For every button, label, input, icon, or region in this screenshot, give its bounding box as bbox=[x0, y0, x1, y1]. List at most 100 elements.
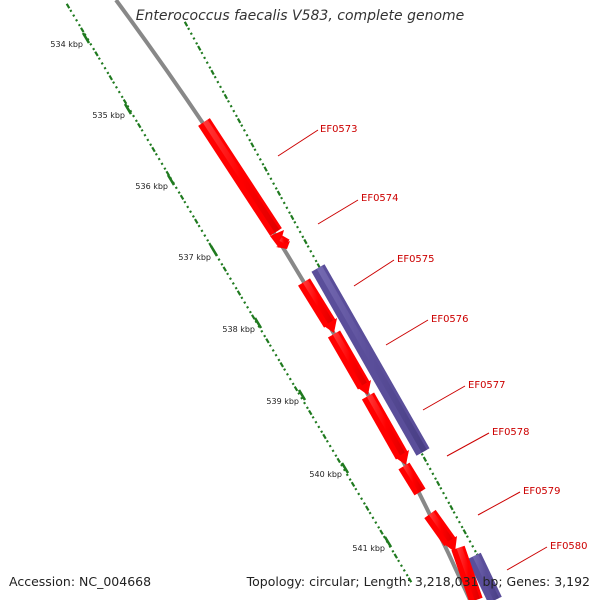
tick-mark bbox=[263, 166, 268, 172]
tick-mark bbox=[306, 245, 310, 248]
tick-mark bbox=[191, 215, 195, 218]
tick-mark bbox=[391, 549, 395, 553]
tick-mark bbox=[203, 56, 207, 60]
tick-mark bbox=[371, 516, 375, 520]
tick-mark bbox=[331, 449, 335, 453]
tick-mark bbox=[320, 430, 324, 434]
tick-mark bbox=[293, 220, 297, 224]
gene-label-ef0578: EF0578 bbox=[492, 427, 530, 438]
tick-mark bbox=[219, 85, 222, 89]
tick-mark bbox=[272, 182, 276, 186]
gene-label-ef0576: EF0576 bbox=[431, 314, 469, 325]
major-tick bbox=[166, 174, 176, 186]
tick-mark bbox=[72, 14, 76, 17]
gene-bar-ef0573-shade bbox=[202, 119, 280, 233]
tick-mark bbox=[65, 3, 71, 9]
tick-mark bbox=[163, 167, 167, 171]
tick-mark bbox=[405, 573, 409, 577]
tick-mark bbox=[309, 249, 313, 253]
tick-mark bbox=[143, 133, 147, 137]
tick-mark bbox=[449, 504, 454, 511]
tick-mark bbox=[234, 286, 238, 290]
tick-mark bbox=[160, 162, 164, 166]
tick-mark bbox=[231, 282, 235, 285]
tick-mark bbox=[268, 344, 272, 348]
tick-mark bbox=[200, 51, 204, 55]
tick-mark bbox=[285, 206, 289, 210]
tick-mark bbox=[291, 382, 295, 386]
tick-mark bbox=[69, 9, 73, 13]
tick-mark bbox=[210, 69, 215, 76]
tick-mark bbox=[240, 124, 244, 127]
tick-mark bbox=[407, 577, 413, 583]
gene-label-ef0574: EF0574 bbox=[361, 193, 399, 204]
tick-mark bbox=[243, 301, 247, 304]
gene-arrowhead-ef0578 bbox=[396, 450, 409, 465]
tick-mark bbox=[195, 41, 199, 45]
tick-mark bbox=[280, 196, 284, 200]
tick-mark bbox=[250, 142, 255, 148]
gene-label-ef0579: EF0579 bbox=[523, 486, 561, 497]
tick-mark bbox=[187, 27, 191, 31]
tick-mark bbox=[460, 525, 464, 529]
tick-mark bbox=[177, 191, 181, 194]
tick-mark bbox=[357, 492, 361, 496]
tick-mark bbox=[112, 81, 116, 84]
gene-features bbox=[198, 118, 502, 600]
tick-mark bbox=[322, 433, 327, 440]
tick-mark bbox=[149, 143, 153, 147]
label-leader-line bbox=[277, 129, 319, 157]
label-leader-line bbox=[506, 546, 548, 571]
major-tick bbox=[383, 536, 393, 548]
tick-mark bbox=[251, 314, 256, 320]
tick-mark bbox=[465, 535, 469, 539]
tick-mark bbox=[240, 296, 244, 300]
tick-mark bbox=[336, 457, 341, 464]
tick-mark bbox=[222, 266, 227, 272]
tick-mark bbox=[447, 501, 451, 505]
tick-mark bbox=[220, 262, 224, 266]
tick-mark bbox=[428, 467, 432, 471]
gene-label-ef0575: EF0575 bbox=[397, 254, 435, 265]
tick-mark bbox=[236, 118, 242, 124]
major-tick bbox=[209, 245, 219, 257]
tick-mark bbox=[261, 162, 265, 166]
tick-mark bbox=[300, 396, 304, 400]
tick-mark bbox=[377, 525, 381, 529]
gene-label-ef0573: EF0573 bbox=[320, 124, 358, 135]
major-tick bbox=[340, 462, 350, 474]
gene-label-ef0580: EF0580 bbox=[550, 541, 588, 552]
map-title: Enterococcus faecalis V583, complete gen… bbox=[135, 8, 465, 24]
tick-mark bbox=[276, 190, 282, 196]
tick-mark bbox=[174, 186, 178, 190]
tick-mark bbox=[308, 409, 313, 416]
tick-mark bbox=[439, 486, 443, 490]
tick-mark bbox=[397, 559, 401, 563]
tick-mark bbox=[311, 415, 315, 419]
tick-mark bbox=[256, 153, 260, 156]
tick-mark bbox=[365, 505, 370, 511]
tick-mark bbox=[146, 138, 150, 142]
tick-mark bbox=[248, 138, 252, 142]
tick-mark bbox=[455, 515, 459, 519]
tick-mark bbox=[258, 158, 262, 161]
gene-labels: EF0573 EF0574 EF0575 EF0576 EF0577 EF0578 EF05… bbox=[277, 124, 588, 571]
tick-mark bbox=[293, 385, 299, 392]
tick-mark bbox=[134, 119, 138, 123]
gene-bar-ef0577-shade bbox=[332, 331, 368, 387]
tick-mark bbox=[221, 90, 225, 94]
tick-mark bbox=[157, 157, 161, 161]
tick-mark bbox=[242, 128, 246, 132]
tick-mark bbox=[248, 310, 252, 314]
gene-arrowhead-ef0579 bbox=[444, 536, 457, 552]
tick-label: 539 kbp bbox=[266, 397, 299, 406]
gene-bar-ef0580-shade bbox=[472, 554, 500, 600]
tick-mark bbox=[183, 21, 189, 27]
tick-mark bbox=[236, 290, 242, 296]
tick-mark bbox=[442, 491, 445, 495]
tick-mark bbox=[106, 71, 110, 75]
tick-mark bbox=[402, 569, 406, 572]
tick-mark bbox=[285, 372, 289, 376]
gene-bar-ef0575-shade bbox=[316, 265, 427, 453]
